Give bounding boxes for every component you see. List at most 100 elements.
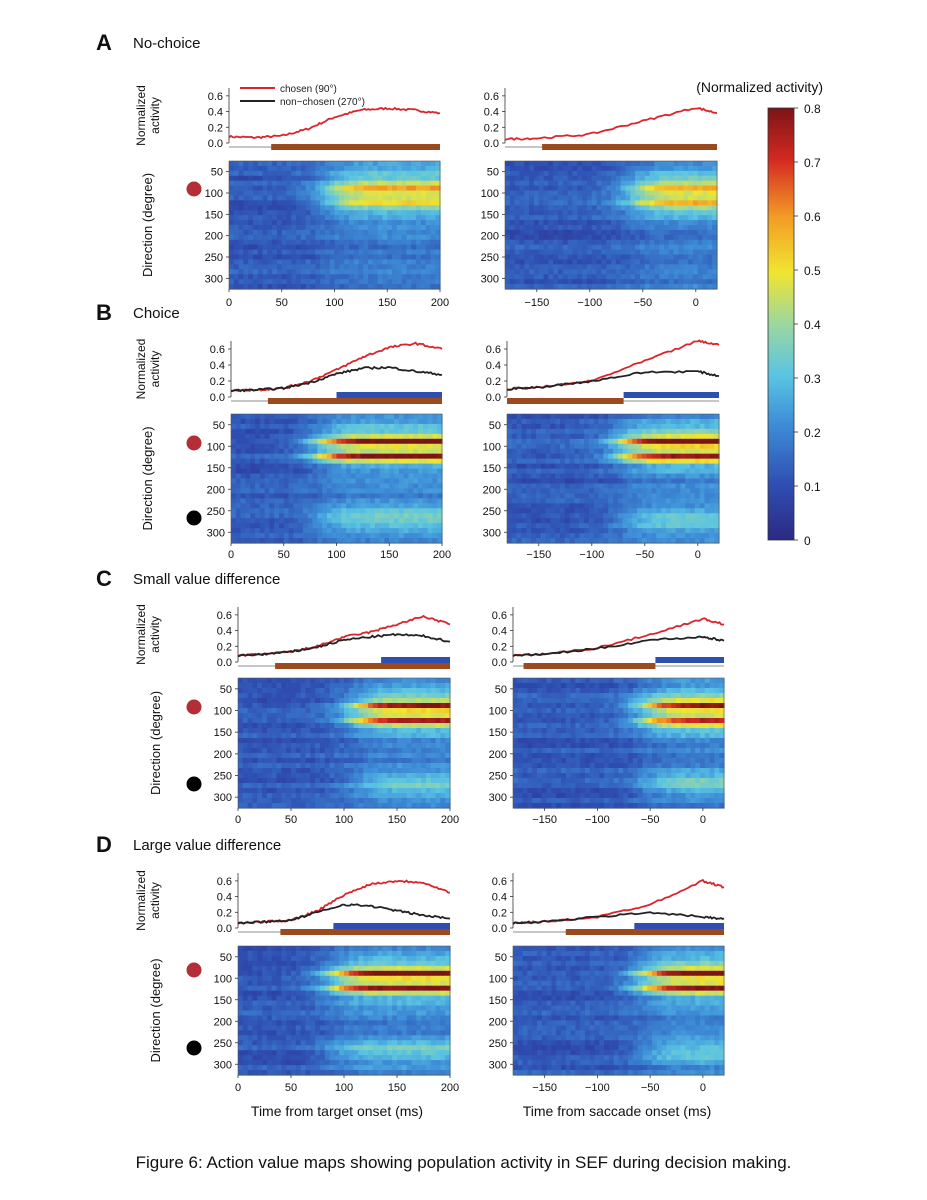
heatmap-cell (411, 195, 417, 201)
heatmap-cell (699, 473, 706, 480)
heatmap-cell (697, 239, 704, 246)
heatmap-cell (339, 200, 345, 206)
heatmap-cell (529, 259, 535, 265)
heatmap-cell (622, 533, 629, 539)
heatmap-cell (374, 533, 381, 539)
heatmap-cell (579, 483, 585, 490)
heatmap-cell (644, 205, 651, 211)
heatmap-cell (245, 453, 251, 460)
heatmap-cell (535, 438, 542, 445)
heatmap-cell (298, 538, 304, 544)
heatmap-cell (617, 453, 624, 460)
heatmap-cell (430, 693, 437, 699)
heatmap-cell (233, 165, 240, 172)
heatmap-cell (374, 448, 381, 455)
heatmap-cell (344, 244, 350, 251)
heatmap-cell (358, 200, 364, 206)
heatmap-cell (601, 234, 607, 241)
heatmap-cell (272, 195, 278, 201)
heatmap-cell (425, 195, 432, 201)
heatmap-cell (666, 438, 672, 445)
heatmap-cell (519, 170, 525, 177)
heatmap-cell (613, 523, 619, 529)
heatmap-cell (358, 244, 364, 251)
heatmap-cell (416, 683, 422, 689)
heatmap-cell (603, 503, 609, 509)
heatmap-cell (324, 180, 331, 187)
heatmap-cell (651, 438, 657, 445)
heatmap-cell (569, 518, 576, 524)
heatmap-cell (625, 215, 631, 221)
heatmap-cell (639, 195, 646, 201)
heatmap-cell (267, 205, 273, 211)
heatmap-cell (406, 215, 412, 221)
heatmap-cell (567, 180, 574, 187)
heatmap-cell (712, 185, 718, 192)
heatmap-cell (240, 423, 246, 430)
heatmap-cell (252, 185, 259, 192)
heatmap-cell (353, 244, 360, 251)
heatmap-cell (422, 418, 429, 425)
heatmap-cell (432, 438, 438, 445)
heatmap-cell (668, 244, 675, 251)
heatmap-cell (591, 175, 598, 182)
heatmap-cell (673, 161, 680, 167)
heatmap-cell (411, 683, 417, 689)
heatmap-cell (692, 264, 699, 270)
heatmap-cell (272, 229, 278, 236)
heatmap-cell (620, 284, 627, 290)
heatmap-cell (315, 693, 321, 699)
heatmap-cell (666, 508, 672, 514)
heatmap-cell (704, 433, 710, 440)
heatmap-cell (569, 503, 576, 509)
heatmap-cell (543, 165, 549, 172)
line-y-tick-label: 0.4 (486, 360, 501, 372)
heatmap-cell (286, 683, 292, 689)
heatmap-cell (322, 498, 328, 504)
heatmap-cell (363, 269, 369, 275)
heatmap-cell (579, 423, 585, 430)
heatmap-cell (281, 220, 288, 226)
heatmap-cell (243, 269, 249, 275)
heatmap-cell (346, 414, 352, 420)
heatmap-cell (596, 180, 602, 187)
heatmap-cell (649, 185, 655, 192)
heatmap-cell (233, 225, 240, 231)
heatmap-cell (579, 448, 585, 455)
heatmap-cell (396, 180, 403, 187)
heatmap-cell (298, 473, 304, 480)
heatmap-cell (229, 269, 235, 275)
line-y-tick-label: 0.4 (217, 626, 232, 638)
heatmap-cell (252, 284, 259, 290)
heatmap-cell (336, 478, 342, 485)
heatmap-cell (644, 284, 651, 290)
heatmap-cell (531, 453, 537, 460)
heatmap-cell (281, 175, 288, 182)
heatmap-cell (315, 175, 321, 182)
heatmap-cell (617, 458, 624, 465)
heatmap-cell (276, 190, 283, 197)
heatmap-cell (427, 538, 434, 544)
heatmap-cell (670, 513, 677, 519)
heatmap-cell (572, 205, 578, 211)
heatmap-cell (521, 448, 527, 455)
heatmap-cell (690, 458, 696, 465)
heatmap-cell (288, 513, 294, 519)
heatmap-cell (240, 473, 246, 480)
heatmap-cell (341, 473, 347, 480)
heatmap-cell (535, 508, 542, 514)
heatmap-cell (577, 190, 583, 197)
heatmap-cell (509, 190, 516, 197)
heatmap-cell (298, 508, 304, 514)
heatmap-cell (574, 478, 580, 485)
heatmap-cell (382, 683, 388, 689)
heatmap-cell (543, 254, 549, 261)
heatmap-cell (661, 483, 667, 490)
heatmap-cell (521, 483, 527, 490)
heatmap-cell (651, 513, 657, 519)
heatmap-cell (683, 254, 689, 261)
heatmap-cell (418, 513, 424, 519)
heatmap-cell (331, 528, 338, 534)
heatmap-cell (550, 468, 556, 475)
heatmap-cell (562, 249, 569, 256)
